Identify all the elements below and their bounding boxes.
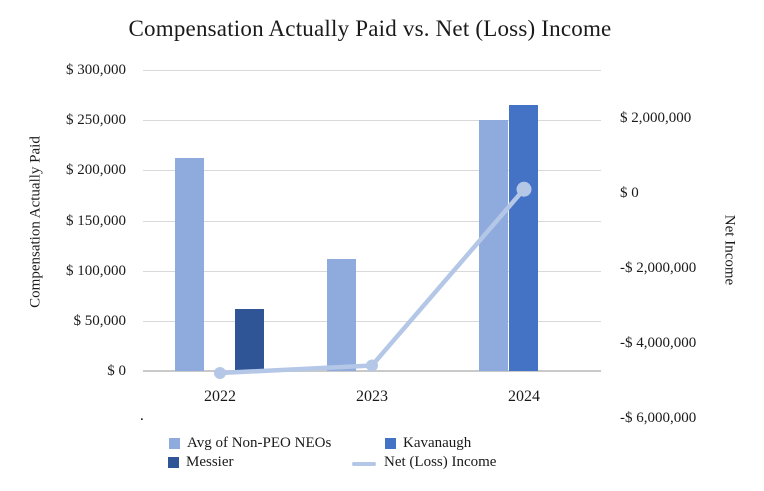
- left-axis-tick-label: $ 150,000: [66, 212, 126, 229]
- bar-messier-2022: [235, 308, 264, 371]
- legend-label-messier: Messier: [186, 454, 234, 470]
- legend-label-net-loss-income: Net (Loss) Income: [384, 454, 497, 470]
- left-axis-tick-label: $ 300,000: [66, 62, 126, 78]
- bar-avg-of-non-peo-neos-2024: [479, 120, 508, 371]
- right-axis-tick-label: $ 0: [620, 185, 639, 201]
- legend-label-avg-of-non-peo-neos: Avg of Non-PEO NEOs: [187, 435, 332, 451]
- right-axis-tick-label: $ 2,000,000: [620, 110, 692, 126]
- gridline: [143, 120, 601, 122]
- x-axis-label-2024: 2024: [508, 388, 540, 405]
- stray-dot: .: [140, 408, 144, 424]
- left-axis-tick-label: $ 100,000: [66, 262, 126, 279]
- bar-avg-of-non-peo-neos-2023: [327, 258, 356, 371]
- chart-title: Compensation Actually Paid vs. Net (Loss…: [128, 16, 612, 41]
- legend-label-kavanaugh: Kavanaugh: [403, 435, 472, 451]
- right-axis-tick-label: -$ 6,000,000: [620, 410, 697, 426]
- legend-swatch-avg-of-non-peo-neos: [169, 438, 180, 449]
- right-axis-tick-label: -$ 2,000,000: [620, 260, 697, 276]
- legend-swatch-kavanaugh: [385, 438, 396, 449]
- gridline: [143, 70, 601, 71]
- left-axis-tick-label: $ 50,000: [73, 312, 127, 329]
- legend-swatch-messier: [168, 457, 179, 468]
- legend-swatch-net-loss-income: [352, 462, 376, 466]
- x-axis-label-2023: 2023: [356, 388, 388, 405]
- x-axis-label-2022: 2022: [204, 388, 236, 405]
- right-axis-tick-label: -$ 4,000,000: [620, 335, 697, 351]
- left-axis-tick-label: $ 250,000: [66, 112, 126, 129]
- bar-kavanaugh-2024: [509, 105, 538, 371]
- left-axis-tick-label: $ 200,000: [66, 162, 126, 179]
- gridline: [143, 170, 601, 172]
- bar-avg-of-non-peo-neos-2022: [175, 158, 204, 371]
- left-axis-tick-label: $ 0: [107, 363, 126, 379]
- line-marker-2022: [214, 367, 226, 379]
